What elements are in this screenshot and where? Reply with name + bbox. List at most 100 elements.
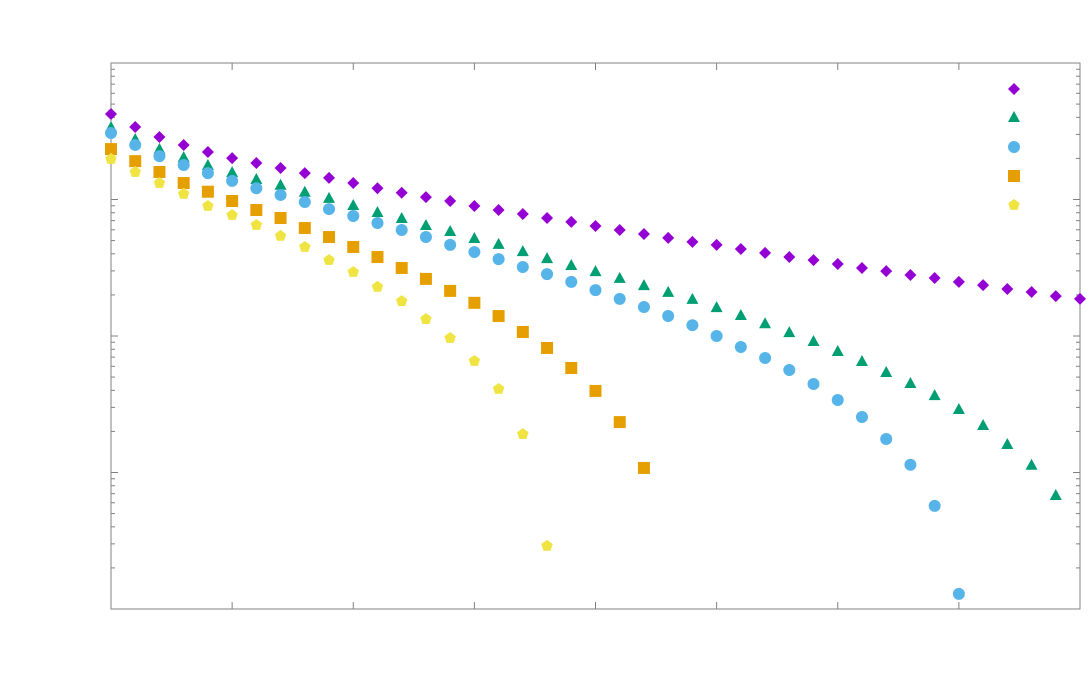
data-point (1074, 292, 1086, 305)
data-point (541, 211, 554, 224)
data-point (637, 301, 650, 314)
data-point (928, 272, 941, 285)
data-point (734, 242, 747, 255)
data-point (904, 376, 917, 388)
data-point (880, 432, 893, 445)
data-point (226, 195, 239, 208)
data-point (444, 195, 457, 208)
data-point (831, 257, 844, 270)
data-point (565, 361, 578, 374)
legend-marker (1008, 170, 1020, 182)
data-point (177, 177, 190, 190)
data-point (855, 354, 868, 366)
data-point (250, 172, 263, 184)
data-point (516, 261, 529, 274)
data-point (226, 166, 239, 178)
data-point (105, 153, 117, 164)
data-point (274, 211, 287, 224)
data-point (299, 240, 311, 252)
data-point (105, 143, 117, 156)
data-point (589, 284, 602, 297)
data-point (347, 177, 360, 190)
data-point (637, 461, 650, 474)
data-point (444, 224, 457, 236)
data-point (323, 231, 336, 244)
data-point (347, 240, 360, 253)
data-point (420, 313, 432, 324)
data-point (662, 231, 675, 244)
data-point (395, 261, 408, 274)
data-point (444, 332, 456, 343)
data-point (250, 157, 263, 170)
data-point (516, 208, 529, 221)
data-point (855, 261, 868, 274)
data-point (298, 167, 311, 180)
data-point (565, 215, 578, 228)
data-point (250, 182, 263, 195)
data-point (419, 272, 432, 285)
data-point (1049, 488, 1062, 500)
data-point (904, 458, 917, 471)
data-point (710, 238, 723, 251)
data-point (395, 223, 408, 236)
data-point (323, 203, 336, 216)
data-point (298, 195, 311, 208)
data-point (468, 231, 481, 243)
data-point (395, 186, 408, 199)
data-point (686, 292, 699, 304)
data-point (977, 279, 990, 292)
data-point (202, 200, 214, 211)
data-point (177, 138, 190, 151)
data-point (783, 326, 796, 338)
data-point (516, 325, 529, 338)
data-point (468, 246, 481, 259)
data-point (298, 222, 311, 235)
data-point (710, 330, 723, 342)
data-point (541, 341, 554, 354)
data-point (613, 271, 626, 283)
data-point (1025, 286, 1038, 299)
data-point (250, 203, 263, 216)
data-point (468, 296, 481, 309)
data-point (492, 237, 505, 249)
data-point (831, 344, 844, 356)
data-point (880, 265, 893, 278)
data-point (177, 158, 190, 171)
data-point (129, 120, 142, 133)
data-point (662, 285, 675, 297)
data-point (201, 167, 214, 180)
data-point (492, 382, 505, 394)
data-point (904, 268, 917, 281)
data-point (371, 251, 384, 264)
data-point (517, 428, 529, 439)
data-point (734, 341, 747, 354)
data-point (928, 389, 941, 401)
data-point (759, 246, 772, 259)
data-point (880, 365, 893, 377)
data-point (686, 235, 699, 248)
legend-marker (1008, 111, 1020, 122)
data-point (565, 275, 578, 288)
data-point (371, 206, 384, 218)
data-point (419, 231, 432, 244)
data-point (637, 279, 650, 291)
data-point (613, 292, 626, 305)
data-point (129, 155, 142, 168)
data-point (250, 219, 263, 230)
data-point (855, 411, 868, 424)
data-point (710, 301, 723, 313)
data-point (105, 108, 117, 121)
data-point (541, 268, 554, 281)
data-point (759, 317, 772, 329)
data-point (952, 275, 965, 288)
data-point (177, 151, 190, 163)
data-point (589, 265, 602, 277)
data-point (589, 384, 602, 397)
data-point (153, 177, 166, 188)
data-point (492, 310, 505, 323)
data-point (153, 166, 166, 179)
data-point (274, 188, 287, 201)
data-point (371, 280, 384, 292)
data-point (952, 587, 965, 600)
